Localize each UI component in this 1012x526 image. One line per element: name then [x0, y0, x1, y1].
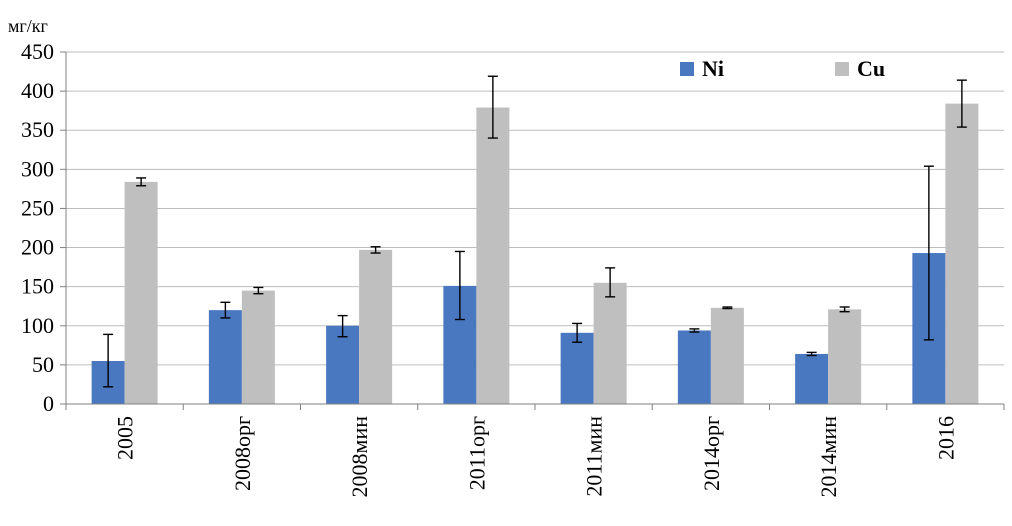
- bar-cu: [476, 107, 510, 404]
- error-bar-ni: [923, 165, 934, 341]
- bar-ni: [795, 353, 829, 404]
- bar-cu: [124, 181, 158, 404]
- y-tick-label: 200: [21, 235, 54, 260]
- legend-item-ni: Ni: [680, 56, 724, 81]
- error-bar-cu: [136, 177, 147, 187]
- x-tick-label: 2005: [113, 416, 138, 460]
- error-bar-ni: [572, 322, 583, 343]
- x-tick-label: 2016: [933, 416, 958, 460]
- error-bar-ni: [454, 250, 465, 321]
- x-tick-label: 2014орг: [699, 416, 724, 491]
- gridlines: [66, 51, 1004, 366]
- bar-cu: [710, 307, 744, 404]
- bars: [91, 75, 979, 405]
- y-axis-label: мг/кг: [8, 16, 48, 36]
- tick-labels: 0 50 100 150 200 250 300 350 400 450 2005 2008орг 20…: [21, 39, 958, 497]
- legend-label: Cu: [857, 56, 885, 81]
- y-tick-label: 300: [21, 156, 54, 181]
- bar-ni: [208, 310, 242, 404]
- error-bar-cu: [253, 286, 264, 295]
- bar-cu: [359, 249, 393, 404]
- y-tick-label: 150: [21, 274, 54, 299]
- y-tick-label: 100: [21, 313, 54, 338]
- bar-cu: [945, 103, 979, 405]
- y-tick-label: 350: [21, 117, 54, 142]
- x-tick-label: 2011мин: [582, 416, 607, 497]
- error-bar-ni: [103, 333, 114, 388]
- x-tick-label: 2014мин: [816, 416, 841, 498]
- axes: [60, 51, 1005, 410]
- error-bar-cu: [722, 306, 733, 310]
- y-tick-label: 0: [43, 391, 54, 416]
- bar-cu: [593, 282, 627, 404]
- legend-swatch: [835, 62, 849, 76]
- y-tick-label: 450: [21, 39, 54, 64]
- bar-ni: [560, 332, 594, 404]
- x-tick-label: 2008мин: [347, 416, 372, 498]
- error-bar-cu: [605, 267, 616, 298]
- legend-swatch: [680, 62, 694, 76]
- legend-label: Ni: [702, 56, 724, 81]
- error-bar-cu: [956, 79, 967, 128]
- y-tick-label: 250: [21, 195, 54, 220]
- y-tick-label: 50: [32, 352, 54, 377]
- legend: Ni Cu: [680, 56, 885, 81]
- x-tick-label: 2008орг: [230, 416, 255, 491]
- bar-cu: [241, 290, 275, 404]
- error-bar-ni: [689, 328, 700, 333]
- bar-ni: [677, 330, 711, 404]
- error-bar-ni: [220, 301, 231, 319]
- bar-ni: [326, 325, 360, 404]
- error-bar-cu: [839, 306, 850, 313]
- error-bar-cu: [370, 246, 381, 254]
- x-tick-label: 2011орг: [464, 416, 489, 490]
- legend-item-cu: Cu: [835, 56, 885, 81]
- error-bar-ni: [337, 314, 348, 338]
- y-tick-label: 400: [21, 78, 54, 103]
- error-bar-cu: [487, 75, 498, 139]
- error-bar-ni: [806, 351, 817, 357]
- bar-cu: [828, 309, 862, 404]
